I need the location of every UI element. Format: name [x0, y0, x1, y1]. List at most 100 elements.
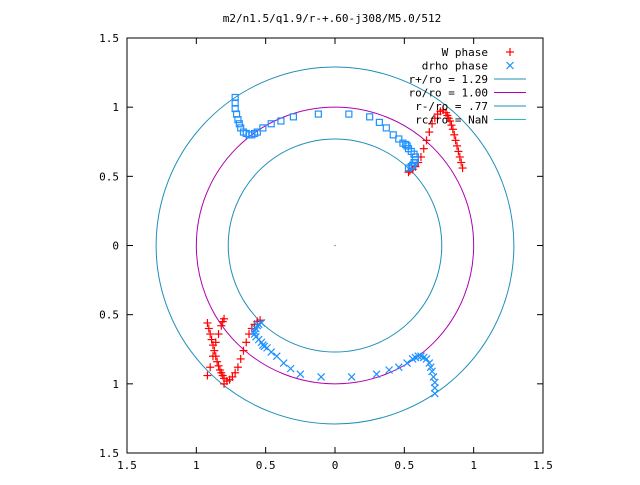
w-phase-point	[217, 321, 226, 330]
w-phase-point	[242, 338, 251, 347]
w-phase-point	[218, 317, 227, 326]
drho-phase-point	[430, 389, 439, 398]
reference-circle	[155, 66, 515, 425]
w-phase-point	[425, 128, 434, 137]
drho-phase-point	[404, 164, 413, 172]
reference-circle	[195, 106, 475, 385]
y-tick-label: 0.5	[99, 170, 119, 183]
legend-label: drho phase	[422, 60, 488, 73]
drho-phase-point	[382, 124, 390, 132]
drho-phase-point	[267, 120, 275, 128]
x-tick-label: 0	[332, 459, 339, 472]
drho-phase-point	[394, 363, 403, 372]
w-phase-point	[433, 110, 442, 119]
drho-phase-point	[372, 370, 381, 379]
drho-phase-point	[253, 128, 261, 136]
y-tick-label: 1	[112, 101, 119, 114]
w-phase-point	[203, 371, 212, 380]
drho-phase-point	[395, 135, 403, 143]
w-phase-point	[211, 338, 220, 347]
w-phase-point	[455, 152, 464, 161]
drho-phase-point	[296, 370, 305, 379]
w-phase-point	[207, 335, 216, 344]
w-phase-point	[239, 346, 248, 355]
drho-phase-point	[317, 372, 326, 381]
w-phase-point	[228, 372, 237, 381]
legend-label: r+/ro = 1.29	[409, 73, 488, 86]
origin-point	[334, 244, 336, 247]
legend-label: rc/ro = NaN	[415, 114, 488, 127]
w-phase-point	[214, 330, 223, 339]
w-phase-point	[210, 346, 219, 355]
w-phase-point	[204, 324, 213, 333]
chart-title: m2/n1.5/q1.9/r-+.60-j308/M5.0/512	[223, 12, 442, 25]
y-tick-label: 1.5	[99, 447, 119, 460]
w-phase-point	[447, 121, 456, 130]
data-points	[203, 93, 467, 398]
legend-label: r-/ro = .77	[415, 100, 488, 113]
w-phase-point	[206, 330, 215, 339]
w-phase-point	[203, 318, 212, 327]
w-phase-point	[450, 130, 459, 139]
legend-symbol	[506, 48, 514, 56]
w-phase-point	[422, 136, 431, 145]
w-phase-point	[457, 158, 466, 167]
drho-phase-point	[314, 110, 322, 118]
reference-circle	[227, 138, 443, 353]
w-phase-point	[231, 368, 240, 377]
x-tick-label: 1.5	[117, 459, 137, 472]
drho-phase-point	[366, 113, 374, 121]
drho-phase-point	[428, 367, 436, 376]
drho-phase-point	[345, 110, 353, 118]
w-phase-point	[430, 114, 439, 123]
drho-phase-point	[259, 124, 267, 132]
w-phase-point	[236, 354, 245, 363]
drho-phase-point	[279, 359, 288, 368]
w-phase-point	[233, 363, 242, 372]
w-phase-point	[214, 361, 223, 370]
w-phase-point	[428, 119, 437, 128]
drho-phase-point	[289, 113, 297, 121]
drho-phase-point	[375, 118, 383, 126]
w-phase-point	[451, 136, 460, 145]
w-phase-point	[454, 147, 463, 156]
drho-phase-point	[403, 359, 412, 368]
y-tick-label: 1	[112, 378, 119, 391]
drho-phase-point	[385, 366, 394, 374]
drho-phase-point	[257, 319, 266, 327]
drho-phase-point	[234, 116, 242, 124]
drho-phase-point	[347, 372, 356, 381]
legend-label: W phase	[442, 46, 488, 59]
x-tick-label: 1	[193, 459, 200, 472]
x-tick-label: 1	[470, 459, 477, 472]
w-phase-point	[208, 352, 217, 361]
w-phase-point	[453, 141, 462, 150]
y-tick-label: 0	[112, 240, 119, 253]
x-tick-label: 1.5	[533, 459, 553, 472]
drho-phase-point	[277, 117, 285, 125]
w-phase-point	[220, 379, 229, 388]
reference-circles	[155, 66, 515, 425]
w-phase-point	[448, 125, 457, 134]
drho-phase-point	[408, 355, 417, 363]
legend-label: ro/ro = 1.00	[409, 87, 488, 100]
legend-symbol	[506, 61, 514, 70]
w-phase-point	[419, 144, 428, 153]
x-tick-label: 0.5	[394, 459, 414, 472]
axis-ticks: 1.5 1 0.5 0 0.5 1 1.51.510.500.511.5	[99, 32, 553, 472]
y-tick-label: 0.5	[99, 309, 119, 322]
y-tick-label: 1.5	[99, 32, 119, 45]
x-tick-label: 0.5	[256, 459, 276, 472]
drho-phase-point	[426, 363, 435, 372]
drho-phase-point	[235, 120, 243, 128]
drho-phase-point	[389, 131, 397, 139]
w-phase-point	[458, 164, 467, 173]
drho-phase-point	[272, 352, 281, 361]
w-phase-point	[206, 363, 215, 372]
drho-phase-point	[286, 364, 295, 373]
w-phase-point	[213, 357, 222, 366]
drho-phase-point	[430, 384, 439, 392]
